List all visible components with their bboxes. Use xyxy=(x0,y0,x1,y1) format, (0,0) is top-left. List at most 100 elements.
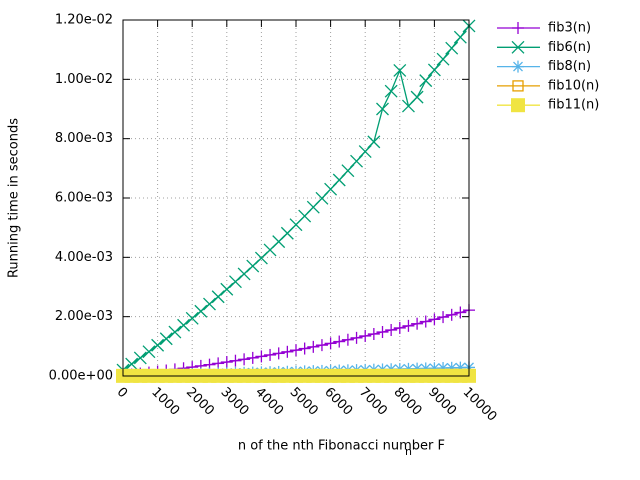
x-axis-label-subscript: n xyxy=(405,445,412,458)
data-point xyxy=(350,331,363,344)
y-tick-label: 6.00e-03 xyxy=(55,191,113,206)
marker-stroke xyxy=(177,318,191,332)
data-point xyxy=(419,315,432,328)
x-tick-label: 7000 xyxy=(356,385,390,419)
data-point xyxy=(436,52,450,66)
marker-stroke xyxy=(358,145,372,159)
data-point xyxy=(229,354,242,367)
x-tick-label: 3000 xyxy=(217,385,251,419)
y-axis-label: Running time in seconds xyxy=(7,118,22,278)
plot-border xyxy=(122,19,470,377)
data-point xyxy=(384,84,398,98)
data-point xyxy=(142,345,156,359)
marker-stroke xyxy=(427,63,441,77)
marker-shape xyxy=(511,98,525,113)
data-point xyxy=(367,328,380,341)
data-point xyxy=(511,40,525,54)
data-point xyxy=(212,357,225,370)
data-point xyxy=(220,282,234,296)
data-point xyxy=(358,145,372,159)
marker-stroke xyxy=(350,154,364,168)
data-point xyxy=(281,345,294,358)
data-point xyxy=(376,326,389,339)
marker-stroke xyxy=(376,102,389,116)
marker-stroke xyxy=(211,290,225,304)
data-point xyxy=(125,357,139,371)
x-tick-label: 6000 xyxy=(321,385,355,419)
data-point xyxy=(411,317,424,330)
marker-stroke xyxy=(159,332,173,346)
data-point xyxy=(437,311,450,324)
data-point xyxy=(290,344,302,357)
legend-label: fib3(n) xyxy=(548,21,591,36)
data-point xyxy=(511,98,525,113)
data-point xyxy=(393,63,407,77)
data-point xyxy=(393,321,406,334)
marker-stroke xyxy=(436,52,450,66)
marker-stroke xyxy=(384,84,398,98)
data-point xyxy=(385,323,398,336)
x-tick-label: 10000 xyxy=(460,385,500,425)
y-tick-label: 4.00e-03 xyxy=(55,250,113,265)
data-point xyxy=(194,304,208,318)
x-axis-label: n of the nth Fibonacci number F xyxy=(238,439,445,454)
data-point xyxy=(185,311,199,325)
data-point xyxy=(264,348,277,361)
data-point xyxy=(454,306,467,319)
y-tick-label: 2.00e-03 xyxy=(55,309,113,324)
marker-stroke xyxy=(410,90,424,104)
data-point xyxy=(177,318,191,332)
data-point xyxy=(410,90,424,104)
x-tick-label: 0 xyxy=(114,385,130,401)
marker-stroke xyxy=(168,325,182,339)
marker-stroke xyxy=(511,40,525,54)
data-point xyxy=(445,41,459,55)
marker-stroke xyxy=(133,351,147,365)
x-tick-label: 4000 xyxy=(252,385,286,419)
marker-stroke xyxy=(453,30,467,44)
data-point xyxy=(315,339,328,352)
marker-stroke xyxy=(194,304,208,318)
y-tick-label: 1.00e-02 xyxy=(55,72,113,87)
marker-stroke xyxy=(142,345,156,359)
data-point xyxy=(307,340,320,353)
data-point xyxy=(445,308,458,321)
marker-stroke xyxy=(151,338,165,352)
data-point xyxy=(298,342,311,355)
data-point xyxy=(453,30,467,44)
data-point xyxy=(376,102,389,116)
legend-label: fib8(n) xyxy=(548,59,591,74)
data-point xyxy=(359,329,372,342)
legend-label: fib6(n) xyxy=(548,40,591,55)
data-point xyxy=(512,22,524,34)
y-tick-label: 8.00e-03 xyxy=(55,131,113,146)
data-point xyxy=(211,290,225,304)
data-point xyxy=(367,135,381,149)
data-point xyxy=(428,313,441,326)
marker-stroke xyxy=(185,311,199,325)
data-point xyxy=(220,356,233,369)
data-point xyxy=(272,347,285,360)
x-tick-label: 1000 xyxy=(148,385,182,419)
data-point xyxy=(324,337,337,350)
legend-label: fib10(n) xyxy=(548,78,599,93)
data-point xyxy=(238,353,251,366)
data-point xyxy=(350,154,364,168)
y-tick-label: 1.20e-02 xyxy=(55,13,113,28)
data-point xyxy=(333,335,346,348)
data-point xyxy=(151,338,165,352)
y-tick-label: 0.00e+00 xyxy=(49,369,113,384)
data-point xyxy=(168,325,182,339)
marker-stroke xyxy=(367,135,381,149)
marker-stroke xyxy=(393,63,407,77)
x-tick-label: 5000 xyxy=(287,385,321,419)
data-point xyxy=(159,332,173,346)
data-point xyxy=(203,297,216,311)
x-tick-label: 9000 xyxy=(425,385,459,419)
data-point xyxy=(419,74,433,88)
data-point xyxy=(427,63,441,77)
data-point xyxy=(402,319,415,332)
data-point xyxy=(512,80,524,92)
data-point xyxy=(512,60,524,73)
